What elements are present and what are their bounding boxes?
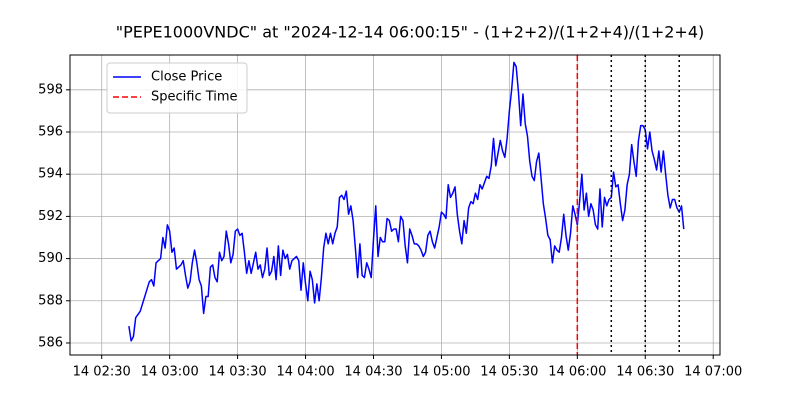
y-tick-label: 588 [38, 293, 63, 308]
legend-box [106, 62, 248, 114]
x-tick-label: 14 05:30 [480, 365, 538, 380]
chart-title: "PEPE1000VNDC" at "2024-12-14 06:00:15" … [116, 23, 705, 42]
y-tick-label: 590 [38, 251, 63, 266]
y-tick-label: 586 [38, 335, 63, 350]
y-tick-label: 598 [38, 82, 63, 97]
x-tick-label: 14 04:30 [344, 365, 402, 380]
x-tick-label: 14 06:00 [548, 365, 606, 380]
x-tick-label: 14 03:30 [209, 365, 267, 380]
x-tick-label: 14 06:30 [616, 365, 674, 380]
axes-frame [69, 54, 721, 356]
y-tick-label: 592 [38, 209, 63, 224]
y-tick-label: 596 [38, 125, 63, 140]
x-tick-label: 14 04:00 [276, 365, 334, 380]
x-tick-label: 14 07:00 [684, 365, 742, 380]
legend-label: Close Price [151, 70, 222, 85]
price-line [128, 61, 685, 342]
legend-label: Specific Time [151, 90, 238, 105]
y-tick-label: 594 [38, 167, 63, 182]
x-tick-label: 14 02:30 [73, 365, 131, 380]
x-tick-label: 14 05:00 [412, 365, 470, 380]
x-tick-label: 14 03:00 [141, 365, 199, 380]
